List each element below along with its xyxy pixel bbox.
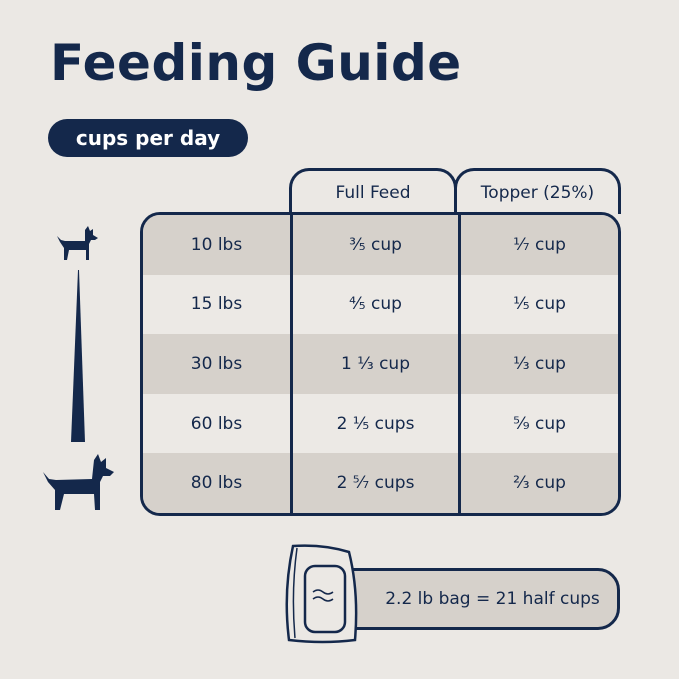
food-bag-icon [285,544,358,644]
full-feed-cell: 1 ¹⁄₃ cup [290,334,458,394]
topper-cell: ²⁄₃ cup [458,453,618,513]
table-row: 10 lbs ³⁄₅ cup ¹⁄₇ cup [143,215,618,275]
table-row: 30 lbs 1 ¹⁄₃ cup ¹⁄₃ cup [143,334,618,394]
weight-cell: 60 lbs [190,413,243,434]
full-feed-cell: 2 ⁵⁄₇ cups [290,453,458,513]
weight-cell: 10 lbs [190,234,243,255]
feeding-table: 10 lbs ³⁄₅ cup ¹⁄₇ cup 15 lbs ⁴⁄₅ cup ¹⁄… [140,212,621,516]
weight-cell: 80 lbs [190,473,243,494]
header-topper: Topper (25%) [454,168,621,214]
full-feed-cell: ⁴⁄₅ cup [290,274,458,335]
header-full-feed: Full Feed [289,168,457,214]
small-dog-icon [57,226,98,260]
full-feed-cell: ³⁄₅ cup [290,215,458,275]
large-dog-icon [43,454,114,510]
topper-cell: ¹⁄₃ cup [458,334,618,394]
weight-cell: 30 lbs [190,353,243,374]
full-feed-cell: 2 ¹⁄₅ cups [290,393,458,454]
table-row: 60 lbs 2 ¹⁄₅ cups ⁵⁄₉ cup [143,393,618,454]
topper-cell: ⁵⁄₉ cup [458,393,618,454]
table-row: 80 lbs 2 ⁵⁄₇ cups ²⁄₃ cup [143,453,618,513]
bag-note: 2.2 lb bag = 21 half cups [345,568,620,630]
page-title: Feeding Guide [50,34,462,92]
topper-cell: ¹⁄₅ cup [458,274,618,335]
table-row: 15 lbs ⁴⁄₅ cup ¹⁄₅ cup [143,274,618,335]
subtitle-badge: cups per day [48,119,248,157]
size-wedge-icon [71,270,85,442]
topper-cell: ¹⁄₇ cup [458,215,618,275]
weight-cell: 15 lbs [190,294,243,315]
